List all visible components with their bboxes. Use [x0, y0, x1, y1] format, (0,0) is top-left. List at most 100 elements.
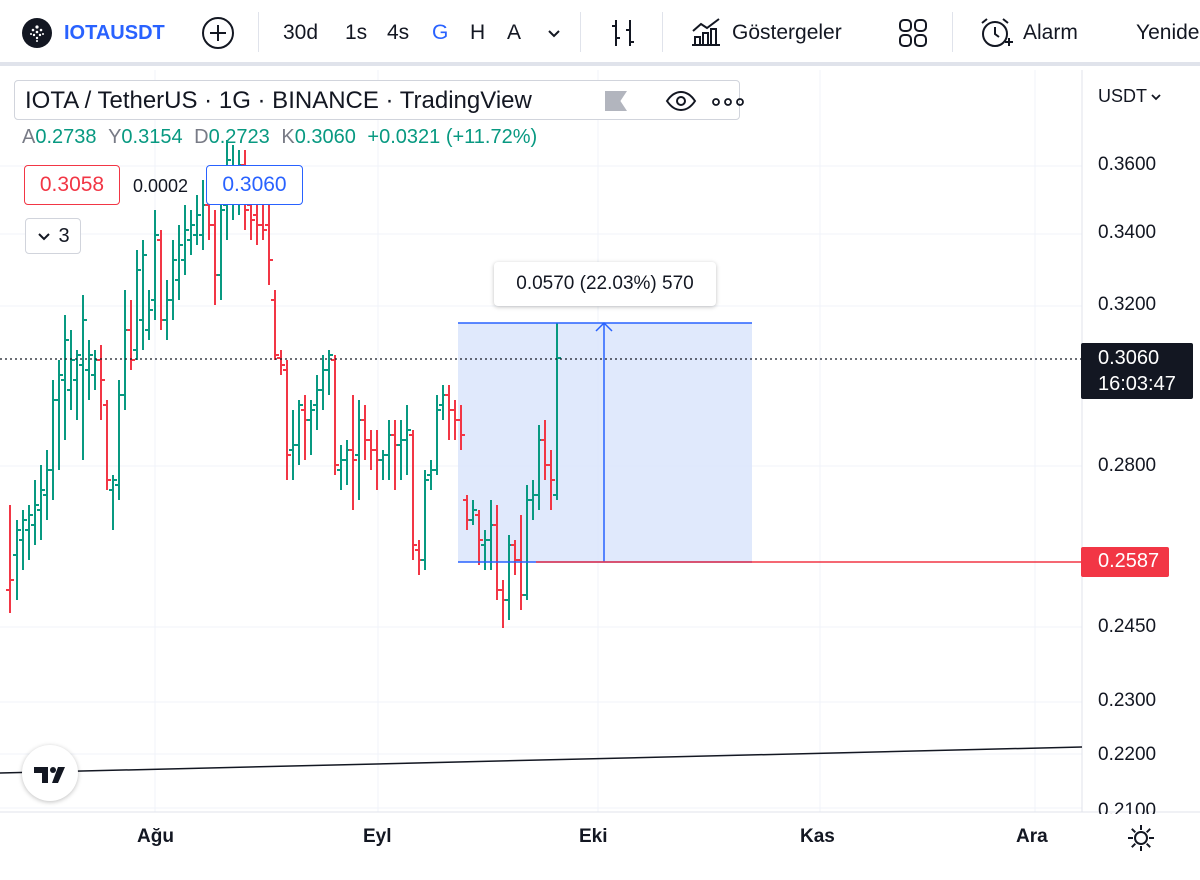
- ohlc-bar: [217, 195, 225, 300]
- price-chart[interactable]: [0, 70, 1200, 880]
- time-tick: Kas: [800, 826, 835, 847]
- price-tick-clipped: 0.2100: [1098, 800, 1156, 814]
- time-tick: Eyl: [363, 826, 392, 847]
- ohlc-bar: [349, 395, 357, 510]
- ohlc-bar: [355, 400, 363, 500]
- ohlc-bar: [55, 360, 63, 470]
- ohlc-bar: [361, 405, 369, 460]
- flag-icon[interactable]: [605, 91, 627, 111]
- ohlc-bar: [409, 430, 417, 560]
- chevron-down-icon: [548, 30, 560, 38]
- open-value: 0.2738: [35, 126, 97, 148]
- price-tick: 0.2200: [1098, 744, 1157, 765]
- interval-30d-label: 30d: [283, 21, 319, 44]
- measure-arrowhead: [595, 321, 613, 332]
- ohlc-bar: [67, 330, 75, 410]
- layouts-button[interactable]: [896, 12, 930, 54]
- ohlc-bar: [79, 295, 87, 460]
- alarm-label: Alarm: [1023, 21, 1078, 44]
- ohlc-bar: [553, 323, 561, 500]
- ohlc-bar: [25, 505, 33, 560]
- ohlc-bar: [265, 205, 273, 285]
- indicators-button[interactable]: Göstergeler: [688, 12, 842, 54]
- time-tick: Ara: [1016, 826, 1048, 847]
- ohlc-bar: [31, 480, 39, 545]
- tradingview-logo-icon: [34, 767, 65, 783]
- ohlc-bar: [121, 290, 129, 410]
- high-label: Y: [108, 126, 122, 148]
- ohlc-bar: [403, 405, 411, 475]
- sell-price: 0.3058: [39, 173, 105, 196]
- currency-label: USDT: [1098, 86, 1147, 106]
- price-tick: 0.3600: [1098, 154, 1157, 175]
- interval-h-label: H: [470, 21, 486, 44]
- ohlc-bar: [319, 355, 327, 410]
- price-tick: 0.3400: [1098, 222, 1157, 243]
- ohlc-bar: [181, 205, 189, 275]
- symbol-search[interactable]: IOTAUSDT: [64, 12, 176, 54]
- currency-selector[interactable]: USDT: [1098, 86, 1163, 107]
- replay-button[interactable]: Yeniden oynat: [1128, 12, 1200, 54]
- interval-dropdown[interactable]: [545, 12, 563, 54]
- current-price-label: 0.3060 16:03:47: [1081, 343, 1193, 399]
- open-label: A: [22, 126, 36, 148]
- ohlc-bar: [427, 460, 435, 490]
- ohlc-bar: [43, 450, 51, 520]
- compare-add-button[interactable]: [200, 12, 236, 54]
- spread-value: 0.0002: [133, 176, 189, 196]
- ohlc-bar: [187, 210, 195, 255]
- low-label: D: [194, 126, 209, 148]
- ohlc-bar: [115, 380, 123, 500]
- ohlc-bar: [295, 400, 303, 465]
- ohlc-bar: [313, 375, 321, 430]
- buy-price: 0.3060: [222, 173, 287, 196]
- interval-4s[interactable]: 4s: [387, 12, 409, 54]
- buy-price-button[interactable]: 0.3060: [206, 165, 303, 205]
- legend-title: IOTA / TetherUS · 1G · BINANCE · Trading…: [25, 87, 532, 114]
- ohlc-bar: [19, 510, 27, 570]
- indicators-label: Göstergeler: [732, 21, 842, 44]
- interval-1s[interactable]: 1s: [345, 12, 367, 54]
- ohlc-bar: [109, 475, 117, 530]
- interval-a[interactable]: A: [507, 12, 521, 54]
- interval-g[interactable]: G: [432, 12, 448, 54]
- ohlc-bar: [169, 240, 177, 320]
- price-tick: 0.2100: [1098, 800, 1157, 814]
- ohlc-bar: [145, 290, 153, 340]
- collapse-indicators-button[interactable]: 3: [25, 218, 81, 254]
- ohlc-bar: [139, 240, 147, 350]
- ohlc-bar: [433, 395, 441, 475]
- toolbar-divider: [580, 12, 581, 52]
- measure-box[interactable]: [458, 323, 752, 562]
- chart-type-button[interactable]: [606, 12, 640, 54]
- settings-icon[interactable]: [1126, 823, 1156, 853]
- ohlc-bar: [457, 405, 465, 450]
- measure-label: 0.0570 (22.03%) 570: [494, 262, 716, 306]
- alarm-clock-icon: [981, 18, 1013, 47]
- ohlc-bar: [331, 355, 339, 475]
- interval-30d[interactable]: 30d: [283, 12, 318, 54]
- more-icon[interactable]: [711, 97, 745, 107]
- eye-icon[interactable]: [665, 89, 697, 113]
- interval-1s-label: 1s: [345, 21, 368, 44]
- chevron-down-icon: [1151, 93, 1161, 100]
- legend-title-box: IOTA / TetherUS · 1G · BINANCE · Trading…: [14, 80, 744, 120]
- ohlc-bar: [163, 280, 171, 340]
- indicator-count: 3: [58, 224, 70, 247]
- ohlc-bar: [61, 315, 69, 440]
- ohlc-bar: [391, 420, 399, 490]
- ohlc-bar: [343, 440, 351, 485]
- alarm-button[interactable]: Alarm: [977, 12, 1078, 54]
- hline-price: 0.2587: [1098, 550, 1160, 572]
- ohlc-bar: [283, 360, 291, 480]
- sell-price-button[interactable]: 0.3058: [24, 165, 120, 205]
- replay-label: Yeniden oynat: [1136, 21, 1200, 44]
- current-price: 0.3060: [1098, 347, 1160, 369]
- ohlc-bar: [277, 350, 285, 375]
- toolbar-divider: [952, 12, 953, 52]
- tradingview-logo[interactable]: [22, 745, 78, 801]
- chevron-down-icon: [38, 233, 51, 241]
- ohlc-bar: [397, 420, 405, 480]
- interval-h[interactable]: H: [470, 12, 485, 54]
- hline-price-label: 0.2587: [1081, 547, 1169, 577]
